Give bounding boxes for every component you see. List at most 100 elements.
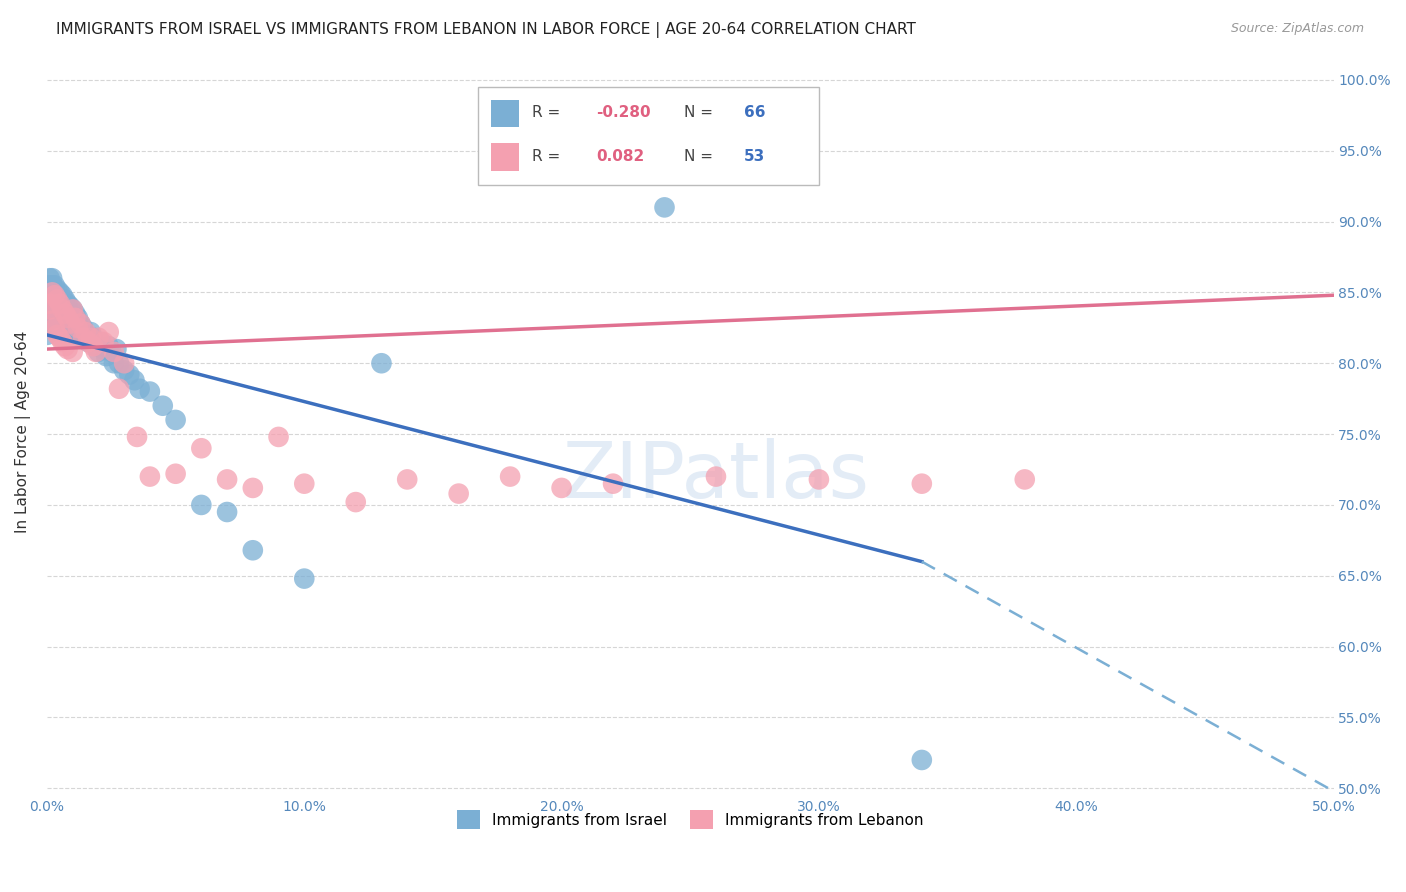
Point <box>49 317 72 331</box>
Point <box>190 498 212 512</box>
Point <box>80 325 103 339</box>
Point <box>59 300 82 314</box>
Text: N =: N = <box>683 149 717 164</box>
Point <box>87 331 110 345</box>
Point <box>51 288 73 302</box>
Point <box>112 363 135 377</box>
Point <box>93 334 115 349</box>
Point <box>65 327 87 342</box>
Point <box>51 334 73 349</box>
Point <box>51 302 73 317</box>
Bar <box>491 100 519 128</box>
Point <box>344 495 367 509</box>
Point <box>53 307 76 321</box>
Point <box>72 321 94 335</box>
Point <box>49 285 72 300</box>
Point <box>911 476 934 491</box>
Point <box>44 288 66 302</box>
Point <box>87 345 110 359</box>
Point <box>97 339 120 353</box>
Point <box>44 302 66 317</box>
Point <box>46 293 69 307</box>
Text: 0.082: 0.082 <box>596 149 644 164</box>
Point <box>62 325 84 339</box>
Point <box>550 481 572 495</box>
Point <box>75 325 97 339</box>
Point <box>125 430 148 444</box>
Point <box>56 297 79 311</box>
Point <box>66 310 89 325</box>
Point <box>46 314 69 328</box>
Y-axis label: In Labor Force | Age 20-64: In Labor Force | Age 20-64 <box>15 331 31 533</box>
Point <box>46 327 69 342</box>
Point <box>807 472 830 486</box>
Point <box>105 342 128 356</box>
Point <box>93 342 115 356</box>
Text: R =: R = <box>531 149 565 164</box>
Point <box>53 310 76 325</box>
Point <box>370 356 392 370</box>
Point <box>62 302 84 317</box>
Point <box>56 310 79 325</box>
Point <box>96 349 118 363</box>
Point <box>152 399 174 413</box>
Point <box>97 325 120 339</box>
Text: -0.280: -0.280 <box>596 105 651 120</box>
Point <box>56 342 79 356</box>
Point <box>44 321 66 335</box>
Point <box>41 321 63 335</box>
Point <box>49 297 72 311</box>
Point <box>38 271 60 285</box>
Point <box>704 469 727 483</box>
Point <box>69 331 91 345</box>
Point <box>1014 472 1036 486</box>
Point <box>53 293 76 307</box>
Point <box>62 345 84 359</box>
Point <box>165 413 187 427</box>
Point <box>51 321 73 335</box>
Text: N =: N = <box>683 105 717 120</box>
Point <box>267 430 290 444</box>
Point <box>38 302 60 317</box>
Point <box>46 293 69 307</box>
Point <box>56 307 79 321</box>
Point <box>59 319 82 334</box>
Point <box>292 476 315 491</box>
Point <box>124 373 146 387</box>
Text: Source: ZipAtlas.com: Source: ZipAtlas.com <box>1230 22 1364 36</box>
Point <box>53 339 76 353</box>
Point <box>65 307 87 321</box>
Point <box>190 442 212 456</box>
Point <box>44 288 66 302</box>
Point <box>139 384 162 399</box>
Point <box>65 310 87 325</box>
Point <box>38 297 60 311</box>
Point <box>128 382 150 396</box>
Point <box>103 345 125 359</box>
Point <box>654 200 676 214</box>
Legend: Immigrants from Israel, Immigrants from Lebanon: Immigrants from Israel, Immigrants from … <box>451 805 929 835</box>
Point <box>165 467 187 481</box>
Point <box>41 300 63 314</box>
Text: ZIPatlas: ZIPatlas <box>562 438 869 514</box>
Point <box>84 339 107 353</box>
Point <box>112 356 135 370</box>
Point <box>49 300 72 314</box>
Point <box>35 327 58 342</box>
Point <box>75 327 97 342</box>
Point <box>59 317 82 331</box>
Point <box>41 285 63 300</box>
Point <box>77 334 100 349</box>
Point <box>217 505 239 519</box>
Point <box>217 472 239 486</box>
Point <box>62 302 84 317</box>
Point <box>499 469 522 483</box>
FancyBboxPatch shape <box>478 87 818 185</box>
Point <box>90 334 112 349</box>
Point <box>100 345 122 359</box>
Point <box>139 469 162 483</box>
Point <box>72 331 94 345</box>
Point <box>69 317 91 331</box>
Point <box>118 368 141 382</box>
Point <box>396 472 419 486</box>
